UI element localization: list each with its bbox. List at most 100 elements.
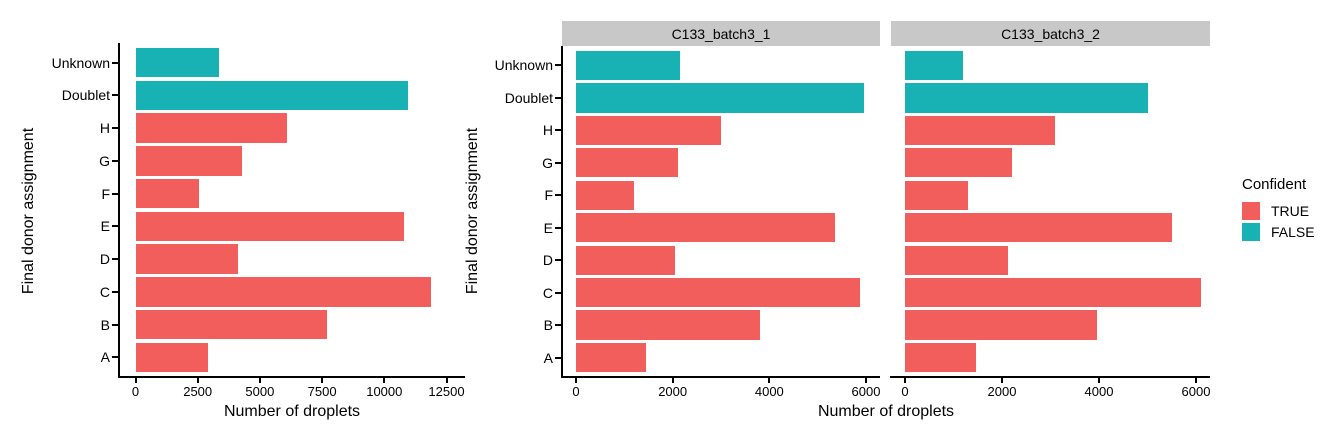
legend-swatch-true-icon (1242, 202, 1260, 220)
facet-strip: C133_batch3_1 (562, 21, 880, 46)
x-axis-title-facets: Number of droplets (817, 403, 955, 420)
y-tick-mark (555, 324, 561, 327)
y-tick-label: F (101, 185, 110, 202)
y-tick-mark (112, 61, 118, 64)
y-tick-mark (112, 159, 118, 162)
y-tick-mark (555, 356, 561, 359)
x-tick-mark (1001, 378, 1003, 383)
legend-swatch-false-icon (1242, 223, 1260, 241)
x-tick-mark (445, 378, 448, 383)
bar-b-C133_batch3_1 (576, 310, 760, 340)
bar-h-combined (135, 113, 288, 143)
y-tick-mark (555, 96, 561, 99)
bar-a-combined (135, 342, 208, 373)
y-tick-label: E (543, 219, 553, 236)
bar-c-C133_batch3_2 (905, 278, 1201, 308)
y-tick-mark (555, 194, 561, 197)
bar-h-C133_batch3_1 (576, 115, 721, 145)
x-tick-label: 12500 (428, 384, 465, 399)
x-tick-label: 7500 (307, 384, 337, 399)
bar-c-C133_batch3_1 (576, 278, 860, 308)
legend-label-true: TRUE (1271, 203, 1310, 219)
x-tick-label: 0 (572, 384, 580, 399)
x-tick-label: 4000 (754, 384, 784, 399)
legend: Confident TRUE FALSE (1242, 176, 1315, 244)
y-tick-mark (555, 64, 561, 67)
x-tick-label: 6000 (851, 384, 881, 399)
bar-doublet-C133_batch3_2 (905, 83, 1148, 113)
bar-d-C133_batch3_1 (576, 245, 676, 275)
x-tick-label: 0 (131, 384, 140, 399)
y-axis-title-combined: Final donor assignment (20, 127, 37, 295)
y-tick-mark (112, 94, 118, 97)
bar-e-C133_batch3_2 (905, 213, 1172, 243)
x-tick-label: 4000 (1084, 384, 1114, 399)
y-tick-label: B (100, 316, 110, 333)
y-tick-label: A (543, 349, 553, 366)
x-tick-mark (865, 378, 867, 383)
x-tick-mark (768, 378, 771, 383)
x-axis-line (890, 376, 1210, 378)
y-tick-label: Unknown (494, 57, 553, 74)
x-tick-label: 0 (901, 384, 909, 399)
y-tick-mark (555, 291, 561, 294)
x-axis-line (561, 376, 880, 378)
legend-entry-false: FALSE (1242, 223, 1315, 241)
y-tick-label: G (99, 152, 110, 169)
bar-g-C133_batch3_2 (905, 148, 1012, 178)
y-tick-label: Doublet (504, 89, 553, 106)
y-tick-label: Doublet (61, 87, 110, 104)
bar-b-combined (135, 309, 328, 340)
y-tick-label: E (100, 218, 110, 235)
bar-e-combined (135, 211, 405, 242)
x-tick-label: 2000 (658, 384, 688, 399)
y-tick-label: C (99, 283, 110, 300)
facet-strip: C133_batch3_2 (891, 21, 1210, 46)
x-tick-mark (134, 378, 137, 383)
y-tick-label: G (542, 154, 553, 171)
y-tick-label: D (99, 251, 110, 268)
y-tick-label: B (543, 317, 553, 334)
x-tick-mark (196, 378, 199, 383)
bar-c-combined (135, 277, 431, 307)
x-tick-mark (321, 378, 324, 383)
bar-d-combined (135, 244, 239, 274)
bar-doublet-C133_batch3_1 (576, 83, 864, 113)
x-tick-label: 6000 (1181, 384, 1211, 399)
bar-g-C133_batch3_1 (576, 148, 678, 178)
bar-unknown-combined (135, 47, 219, 78)
x-axis-title-combined: Number of droplets (223, 403, 361, 420)
y-tick-mark (112, 225, 118, 228)
y-axis-title-facets: Final donor assignment (464, 127, 481, 295)
y-tick-mark (555, 259, 561, 262)
x-tick-label: 2000 (987, 384, 1017, 399)
y-tick-label: Unknown (51, 54, 110, 71)
y-tick-mark (112, 290, 118, 293)
legend-entry-true: TRUE (1242, 202, 1315, 220)
y-tick-label: H (542, 122, 553, 139)
y-tick-label: F (544, 187, 553, 204)
x-axis-line (118, 376, 465, 378)
bar-a-C133_batch3_2 (905, 342, 977, 373)
y-tick-mark (555, 129, 561, 132)
x-tick-mark (383, 378, 386, 383)
x-tick-mark (1098, 378, 1100, 383)
bar-f-C133_batch3_2 (905, 180, 969, 210)
legend-title: Confident (1242, 176, 1307, 193)
y-tick-mark (555, 161, 561, 164)
y-tick-mark (112, 192, 118, 195)
x-tick-label: 5000 (245, 384, 275, 399)
y-tick-label: H (99, 120, 110, 137)
y-axis-line (118, 43, 120, 378)
bar-e-C133_batch3_1 (576, 213, 835, 243)
y-tick-label: C (542, 284, 553, 301)
legend-label-false: FALSE (1271, 224, 1315, 240)
y-tick-mark (112, 323, 118, 326)
y-tick-mark (112, 127, 118, 130)
bar-a-C133_batch3_1 (576, 342, 647, 373)
y-tick-mark (112, 258, 118, 261)
y-tick-mark (112, 356, 118, 359)
x-tick-mark (671, 378, 674, 383)
bar-g-combined (135, 146, 243, 176)
